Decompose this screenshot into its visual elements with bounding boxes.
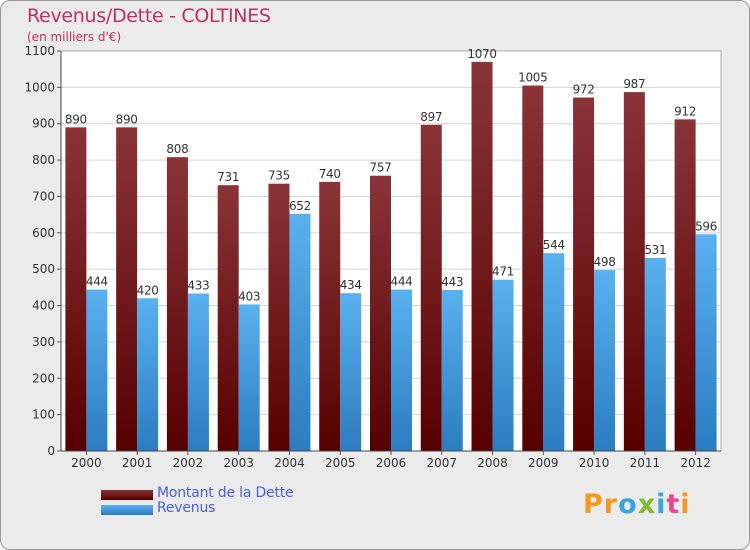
logo-letter: i [680, 489, 691, 520]
logo-letter: i [656, 489, 667, 520]
debt-bar [319, 181, 341, 451]
proxiti-logo: Proxiti [583, 489, 691, 520]
revenue-bar [340, 293, 362, 451]
revenue-value-label: 433 [187, 279, 209, 293]
debt-bar [65, 127, 87, 451]
revenue-bar [86, 289, 108, 451]
debt-bar [268, 183, 290, 451]
legend-swatch-revenue [101, 505, 153, 515]
revenue-bar [492, 279, 514, 451]
debt-value-label: 731 [217, 170, 239, 184]
y-tick-label: 500 [32, 262, 55, 276]
x-tick-label: 2003 [223, 456, 254, 470]
revenue-bar [594, 269, 616, 451]
debt-value-label: 735 [268, 169, 290, 183]
legend-label-debt: Montant de la Dette [157, 485, 294, 501]
revenue-bar [238, 304, 260, 451]
chart-subtitle: (en milliers d'€) [27, 30, 122, 44]
debt-value-label: 808 [166, 142, 188, 156]
x-tick-label: 2012 [680, 456, 711, 470]
x-tick-label: 2006 [376, 456, 407, 470]
x-tick-label: 2000 [71, 456, 102, 470]
y-tick-label: 400 [32, 299, 55, 313]
y-tick-label: 200 [32, 371, 55, 385]
revenue-bar [441, 289, 463, 451]
revenue-value-label: 434 [340, 278, 362, 292]
x-tick-label: 2009 [528, 456, 559, 470]
revenue-value-label: 471 [492, 265, 514, 279]
legend-swatch-debt [101, 490, 153, 500]
revenue-value-label: 596 [695, 219, 717, 233]
debt-bar [573, 97, 595, 451]
debt-bar [623, 92, 645, 451]
x-tick-label: 2007 [426, 456, 457, 470]
y-tick-label: 900 [32, 117, 55, 131]
y-tick-label: 600 [32, 226, 55, 240]
debt-value-label: 757 [369, 161, 391, 175]
debt-bar [674, 119, 696, 451]
revenue-value-label: 498 [594, 255, 616, 269]
logo-letter: r [603, 489, 619, 520]
debt-bar [166, 157, 188, 451]
x-tick-label: 2005 [325, 456, 356, 470]
revenue-value-label: 444 [86, 275, 108, 289]
y-tick-label: 100 [32, 408, 55, 422]
debt-bar [370, 175, 391, 451]
x-tick-label: 2011 [630, 456, 661, 470]
revenue-bar [543, 253, 565, 451]
revenue-value-label: 420 [137, 283, 159, 297]
debt-bar [522, 85, 544, 451]
debt-value-label: 890 [116, 112, 138, 126]
x-tick-label: 2010 [579, 456, 610, 470]
revenue-value-label: 531 [644, 243, 666, 257]
chart-title: Revenus/Dette - COLTINES [27, 5, 271, 27]
debt-bar [217, 185, 239, 451]
x-tick-label: 2002 [173, 456, 204, 470]
y-tick-label: 1100 [24, 44, 55, 58]
revenue-bar [137, 298, 159, 451]
revenue-value-label: 443 [441, 275, 463, 289]
debt-value-label: 897 [420, 110, 442, 124]
revenue-bar [187, 293, 209, 451]
debt-bar [471, 61, 493, 452]
logo-letter: P [583, 489, 604, 520]
x-tick-label: 2004 [274, 456, 305, 470]
y-tick-label: 0 [47, 444, 55, 458]
revenue-bar [695, 234, 717, 451]
y-tick-label: 1000 [24, 80, 55, 94]
x-tick-label: 2008 [477, 456, 508, 470]
debt-value-label: 740 [319, 167, 341, 181]
revenue-value-label: 544 [543, 238, 565, 252]
legend-label-revenue: Revenus [157, 500, 216, 516]
debt-value-label: 912 [674, 104, 696, 118]
debt-value-label: 972 [573, 83, 595, 97]
revenue-value-label: 652 [289, 199, 311, 213]
debt-value-label: 1070 [467, 47, 496, 61]
x-tick-label: 2001 [122, 456, 153, 470]
debt-value-label: 890 [65, 112, 87, 126]
revenue-bar [644, 257, 666, 451]
debt-value-label: 1005 [518, 71, 547, 85]
logo-letter: o [618, 489, 638, 520]
revenue-bar [289, 213, 311, 451]
y-tick-label: 800 [32, 153, 55, 167]
debt-bar [116, 127, 138, 451]
logo-letter: x [637, 489, 657, 520]
revenue-value-label: 444 [390, 275, 412, 289]
y-tick-label: 300 [32, 335, 55, 349]
logo-letter: t [666, 489, 681, 520]
debt-bar [420, 124, 442, 452]
revenue-bar [391, 289, 412, 451]
revenue-value-label: 403 [238, 289, 260, 303]
debt-value-label: 987 [623, 77, 645, 91]
y-tick-label: 700 [32, 189, 55, 203]
